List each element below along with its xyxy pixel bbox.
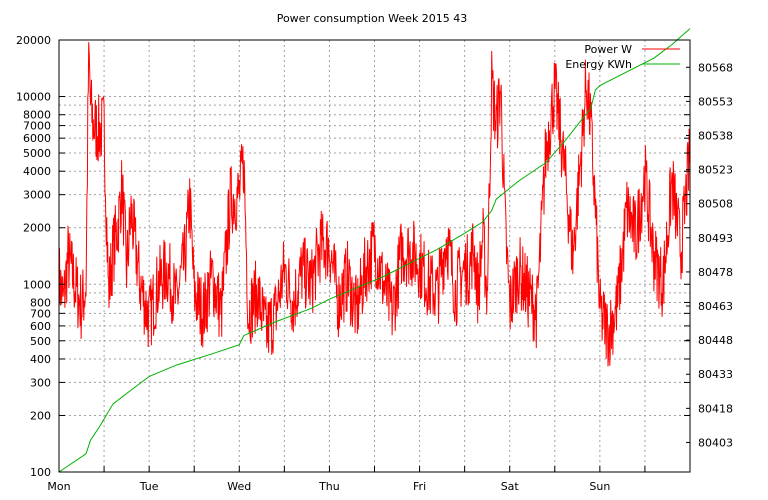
legend: Power W Energy KWh [565,43,680,71]
legend-label: Power W [584,43,632,56]
y-right-tick-label: 80508 [698,198,733,211]
y-left-tick-label: 200 [30,409,51,422]
y-right-tick-label: 80568 [698,61,733,74]
y-left-tick-label: 700 [30,307,51,320]
x-tick-label: Wed [227,480,251,493]
y-left-tick-label: 1000 [23,278,51,291]
y-left-tick-label: 8000 [23,109,51,122]
legend-label: Energy KWh [565,58,632,71]
y-right-tick-label: 80493 [698,232,733,245]
y-left-tick-label: 20000 [16,34,51,47]
y-left-tick-label: 300 [30,376,51,389]
x-tick-label: Fri [413,480,426,493]
y-right-tick-label: 80463 [698,300,733,313]
y-left-tick-label: 6000 [23,132,51,145]
x-tick-label: Mon [47,480,70,493]
y-left-tick-label: 3000 [23,189,51,202]
y-left-tick-label: 10000 [16,91,51,104]
x-tick-label: Tue [139,480,159,493]
y-right-tick-label: 80478 [698,266,733,279]
series-layer [58,28,691,473]
series-energy-line [58,28,691,473]
y-left-tick-label: 800 [30,296,51,309]
x-tick-label: Sat [501,480,520,493]
y-left-tick-label: 7000 [23,120,51,133]
y-right-tick-label: 80448 [698,334,733,347]
y-right-tick-label: 80553 [698,95,733,108]
y-left-tick-label: 4000 [23,165,51,178]
chart-title: Power consumption Week 2015 43 [277,12,468,25]
y-left-tick-label: 400 [30,353,51,366]
y-right-tick-label: 80538 [698,129,733,142]
y-left-tick-label: 2000 [23,222,51,235]
series-power-line [58,42,691,367]
x-tick-label: Sun [589,480,610,493]
y-right-tick-label: 80418 [698,402,733,415]
y-right-tick-label: 80433 [698,368,733,381]
x-tick-label: Thu [318,480,340,493]
y-right-tick-label: 80523 [698,164,733,177]
y-left-tick-label: 5000 [23,147,51,160]
y-left-tick-label: 500 [30,335,51,348]
y-right-tick-label: 80403 [698,436,733,449]
y-left-tick-label: 600 [30,320,51,333]
y-left-tick-label: 100 [30,466,51,479]
